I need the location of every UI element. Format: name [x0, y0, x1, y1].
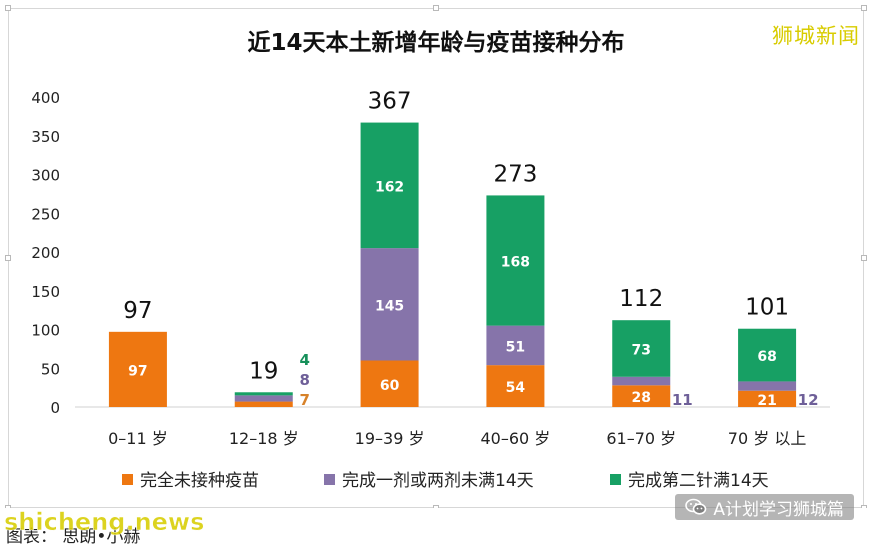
data-label: 7: [300, 391, 310, 409]
total-label: 273: [493, 161, 537, 187]
bar-segment: [486, 195, 545, 326]
y-tick-label: 250: [31, 205, 60, 223]
resize-handle-top-left[interactable]: [5, 5, 11, 11]
y-tick-label: 400: [31, 89, 60, 107]
bar-segment: [234, 392, 293, 396]
data-label: 8: [300, 371, 310, 389]
data-label: 4: [300, 351, 310, 369]
data-label: 11: [672, 391, 693, 409]
data-label: 68: [757, 349, 776, 365]
bar-segment: [738, 381, 797, 391]
bar-segment: [612, 385, 671, 407]
legend-swatch: [324, 474, 335, 485]
site-watermark: shicheng.news: [4, 508, 205, 537]
data-label: 145: [375, 298, 404, 314]
data-label: 162: [375, 179, 404, 195]
brand-watermark: 狮城新闻: [772, 24, 860, 48]
account-tag: A计划学习狮城篇: [675, 494, 854, 520]
y-tick-label: 100: [31, 322, 60, 340]
chart-credit-caption: 图表： 思朗•小赫: [6, 527, 141, 547]
total-label: 367: [368, 89, 412, 115]
data-label: 97: [128, 363, 147, 379]
resize-handle-top-right[interactable]: [861, 5, 867, 11]
data-label: 28: [632, 390, 651, 406]
resize-handle-middle-right[interactable]: [861, 255, 867, 261]
resize-handle-middle-left[interactable]: [5, 255, 11, 261]
bar-segment: [234, 395, 293, 402]
bar-segment: [360, 122, 419, 249]
data-label: 51: [506, 339, 525, 355]
account-name: A计划学习狮城篇: [713, 499, 844, 520]
y-tick-label: 200: [31, 244, 60, 262]
bar-segment: [108, 331, 167, 407]
data-label: 60: [380, 378, 400, 394]
total-label: 97: [123, 298, 152, 324]
bar-segment: [738, 328, 797, 382]
y-tick-label: 300: [31, 167, 60, 185]
wechat-icon: [685, 498, 707, 516]
legend-label: 完成第二针满14天: [628, 471, 769, 491]
chart-frame: [5, 5, 867, 511]
bar-segment: [234, 401, 293, 407]
legend-label: 完成一剂或两剂未满14天: [342, 471, 534, 491]
total-label: 112: [619, 286, 663, 312]
legend-swatch: [122, 474, 133, 485]
bar-segment: [360, 360, 419, 407]
data-label: 73: [632, 342, 651, 358]
bar-segment: [360, 248, 419, 361]
bar-segment: [612, 320, 671, 377]
chart-title: 近14天本土新增年龄与疫苗接种分布: [247, 29, 624, 56]
x-tick-label: 40–60 岁: [481, 429, 551, 448]
x-tick-label: 12–18 岁: [229, 429, 299, 448]
data-label: 168: [501, 255, 530, 271]
x-tick-label: 70 岁 以上: [728, 429, 807, 448]
x-tick-label: 0–11 岁: [108, 429, 168, 448]
bar-segment: [486, 365, 545, 407]
legend-label: 完全未接种疫苗: [140, 471, 259, 491]
y-tick-label: 350: [31, 128, 60, 146]
bar-segment: [738, 390, 797, 407]
y-tick-label: 50: [41, 360, 60, 378]
data-label: 54: [506, 380, 526, 396]
legend-swatch: [610, 474, 621, 485]
total-label: 19: [249, 358, 278, 384]
bar-segment: [612, 376, 671, 386]
data-label: 12: [798, 391, 819, 409]
resize-handle-top-center[interactable]: [433, 5, 439, 11]
x-tick-label: 61–70 岁: [606, 429, 676, 448]
data-label: 21: [757, 393, 776, 409]
total-label: 101: [745, 295, 789, 321]
y-tick-label: 0: [50, 399, 60, 417]
bar-segment: [486, 325, 545, 366]
x-tick-label: 19–39 岁: [355, 429, 425, 448]
y-tick-label: 150: [31, 283, 60, 301]
